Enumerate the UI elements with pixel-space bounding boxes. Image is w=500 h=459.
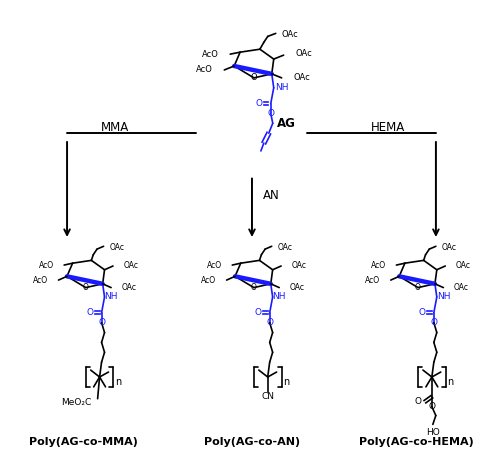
Text: AcO: AcO bbox=[202, 50, 218, 59]
Text: Poly(AG-co-HEMA): Poly(AG-co-HEMA) bbox=[359, 437, 474, 448]
Text: OAc: OAc bbox=[292, 261, 306, 269]
Text: O: O bbox=[254, 308, 262, 317]
Text: O: O bbox=[256, 99, 262, 108]
Text: OAc: OAc bbox=[442, 243, 456, 252]
Text: AcO: AcO bbox=[371, 261, 386, 269]
Text: AG: AG bbox=[276, 117, 295, 130]
Text: O: O bbox=[418, 308, 426, 317]
Text: O: O bbox=[98, 318, 105, 327]
Text: OAc: OAc bbox=[109, 243, 124, 252]
Text: MeO₂C: MeO₂C bbox=[62, 398, 92, 407]
Text: OAc: OAc bbox=[278, 243, 292, 252]
Text: NH: NH bbox=[275, 83, 288, 92]
Text: MMA: MMA bbox=[100, 121, 128, 134]
Text: AcO: AcO bbox=[196, 66, 212, 74]
Text: AcO: AcO bbox=[201, 275, 216, 285]
Text: HO: HO bbox=[426, 428, 440, 437]
Text: HEMA: HEMA bbox=[372, 121, 406, 134]
Text: O: O bbox=[414, 397, 422, 406]
Text: n: n bbox=[284, 377, 290, 387]
Text: OAc: OAc bbox=[122, 283, 136, 292]
Text: O: O bbox=[266, 318, 273, 327]
Text: Poly(AG-co-MMA): Poly(AG-co-MMA) bbox=[30, 437, 138, 448]
Text: NH: NH bbox=[436, 292, 450, 302]
Text: O: O bbox=[430, 318, 438, 327]
Text: O: O bbox=[428, 402, 436, 411]
Text: AcO: AcO bbox=[207, 261, 222, 269]
Text: AcO: AcO bbox=[38, 261, 54, 269]
Text: NH: NH bbox=[104, 292, 118, 302]
Text: n: n bbox=[448, 377, 454, 387]
Text: OAc: OAc bbox=[456, 261, 470, 269]
Text: AcO: AcO bbox=[366, 275, 380, 285]
Text: n: n bbox=[116, 377, 121, 387]
Text: OAc: OAc bbox=[124, 261, 138, 269]
Text: Poly(AG-co-AN): Poly(AG-co-AN) bbox=[204, 437, 300, 448]
Text: CN: CN bbox=[261, 392, 274, 401]
Text: O: O bbox=[86, 308, 93, 317]
Text: NH: NH bbox=[272, 292, 286, 302]
Text: OAc: OAc bbox=[282, 30, 298, 39]
Text: O: O bbox=[250, 73, 258, 82]
Text: AN: AN bbox=[264, 189, 280, 202]
Text: OAc: OAc bbox=[290, 283, 304, 292]
Text: O: O bbox=[83, 283, 88, 292]
Text: AcO: AcO bbox=[33, 275, 48, 285]
Text: O: O bbox=[415, 283, 421, 292]
Text: OAc: OAc bbox=[296, 49, 312, 58]
Text: OAc: OAc bbox=[294, 73, 310, 82]
Text: O: O bbox=[268, 109, 274, 118]
Text: OAc: OAc bbox=[454, 283, 468, 292]
Text: O: O bbox=[251, 283, 257, 292]
